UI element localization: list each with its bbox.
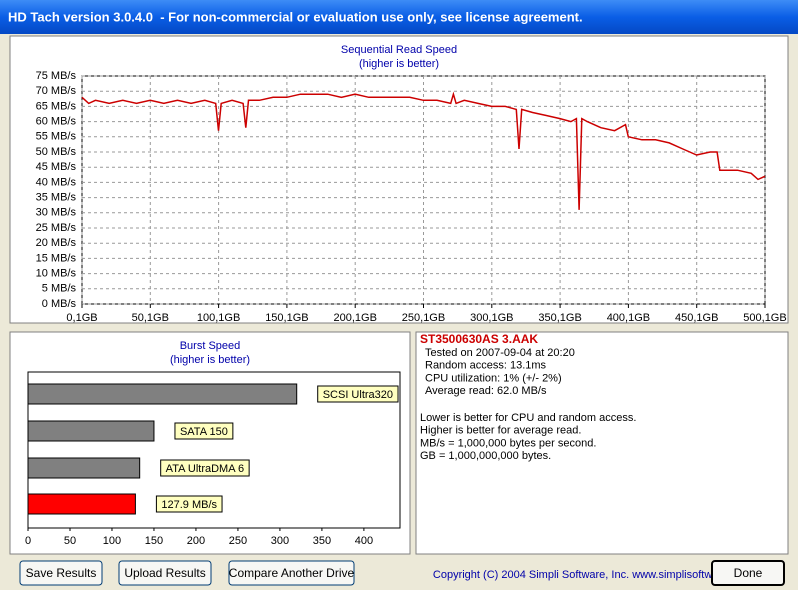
x-tick-label: 0 <box>25 535 31 547</box>
result-line: Average read: 62.0 MB/s <box>425 385 547 397</box>
label-box <box>317 385 399 403</box>
y-tick-label: 60 MB/s <box>36 116 77 128</box>
button-label[interactable]: Save Results <box>26 566 97 580</box>
y-tick-label: 65 MB/s <box>36 100 77 112</box>
note-line: Higher is better for average read. <box>420 425 581 437</box>
y-tick-label: 75 MB/s <box>36 70 77 82</box>
x-tick-label: 100,1GB <box>197 312 240 324</box>
button-label[interactable]: Compare Another Drive <box>229 566 355 580</box>
bar <box>27 383 298 405</box>
button[interactable] <box>118 560 212 586</box>
button[interactable] <box>711 560 785 586</box>
bar-category-label: ATA UltraDMA 6 <box>166 463 244 475</box>
x-tick-label: 450,1GB <box>675 312 718 324</box>
button[interactable] <box>19 560 103 586</box>
y-tick-label: 35 MB/s <box>36 192 77 204</box>
x-tick-label: 200,1GB <box>333 312 376 324</box>
x-tick-label: 100 <box>103 535 121 547</box>
x-tick-label: 300 <box>271 535 289 547</box>
window-title: HD Tach version 3.0.4.0 - For non-commer… <box>8 9 583 24</box>
y-tick-label: 30 MB/s <box>36 207 77 219</box>
result-line: CPU utilization: 1% (+/- 2%) <box>425 372 562 384</box>
y-tick-label: 40 MB/s <box>36 176 77 188</box>
bar-category-label: SCSI Ultra320 <box>323 389 393 401</box>
chart-subtitle: (higher is better) <box>359 58 439 70</box>
button-label[interactable]: Done <box>734 566 763 580</box>
x-tick-label: 150,1GB <box>265 312 308 324</box>
read-speed-line <box>81 91 766 210</box>
chart-title: Sequential Read Speed <box>341 44 457 56</box>
title-bar <box>0 0 798 34</box>
note-line: MB/s = 1,000,000 bytes per second. <box>420 437 596 449</box>
chart-title: Burst Speed <box>180 340 241 352</box>
y-tick-label: 15 MB/s <box>36 252 77 264</box>
note-line: GB = 1,000,000,000 bytes. <box>420 450 551 462</box>
x-tick-label: 250 <box>229 535 247 547</box>
y-tick-label: 45 MB/s <box>36 161 77 173</box>
x-tick-label: 350 <box>313 535 331 547</box>
x-tick-label: 150 <box>145 535 163 547</box>
x-tick-label: 250,1GB <box>402 312 445 324</box>
x-tick-label: 50 <box>64 535 76 547</box>
bar <box>27 493 136 515</box>
bar-value-label: 127.9 MB/s <box>161 499 217 511</box>
x-tick-label: 400,1GB <box>607 312 650 324</box>
bar <box>27 457 141 479</box>
label-box <box>155 495 223 513</box>
result-line: Tested on 2007-09-04 at 20:20 <box>425 347 575 359</box>
y-tick-label: 10 MB/s <box>36 268 77 280</box>
button[interactable] <box>228 560 355 586</box>
y-tick-label: 0 MB/s <box>42 298 77 310</box>
label-box <box>174 422 234 440</box>
note-line: Lower is better for CPU and random acces… <box>420 412 636 424</box>
x-tick-label: 500,1GB <box>743 312 786 324</box>
bar <box>27 420 155 442</box>
x-tick-label: 400 <box>355 535 373 547</box>
y-tick-label: 20 MB/s <box>36 237 77 249</box>
x-tick-label: 300,1GB <box>470 312 513 324</box>
y-tick-label: 5 MB/s <box>42 283 77 295</box>
x-tick-label: 200 <box>187 535 205 547</box>
x-tick-label: 350,1GB <box>538 312 581 324</box>
results-panel <box>415 331 789 555</box>
copyright: Copyright (C) 2004 Simpli Software, Inc.… <box>433 569 752 581</box>
result-line: Random access: 13.1ms <box>425 360 547 372</box>
x-tick-label: 50,1GB <box>132 312 169 324</box>
chart-subtitle: (higher is better) <box>170 354 250 366</box>
y-tick-label: 50 MB/s <box>36 146 77 158</box>
label-box <box>160 459 250 477</box>
drive-name: ST3500630AS 3.AAK <box>420 332 538 346</box>
x-tick-label: 0,1GB <box>66 312 97 324</box>
y-tick-label: 25 MB/s <box>36 222 77 234</box>
button-label[interactable]: Upload Results <box>124 566 205 580</box>
bar-category-label: SATA 150 <box>180 426 228 438</box>
y-tick-label: 70 MB/s <box>36 85 77 97</box>
y-tick-label: 55 MB/s <box>36 131 77 143</box>
